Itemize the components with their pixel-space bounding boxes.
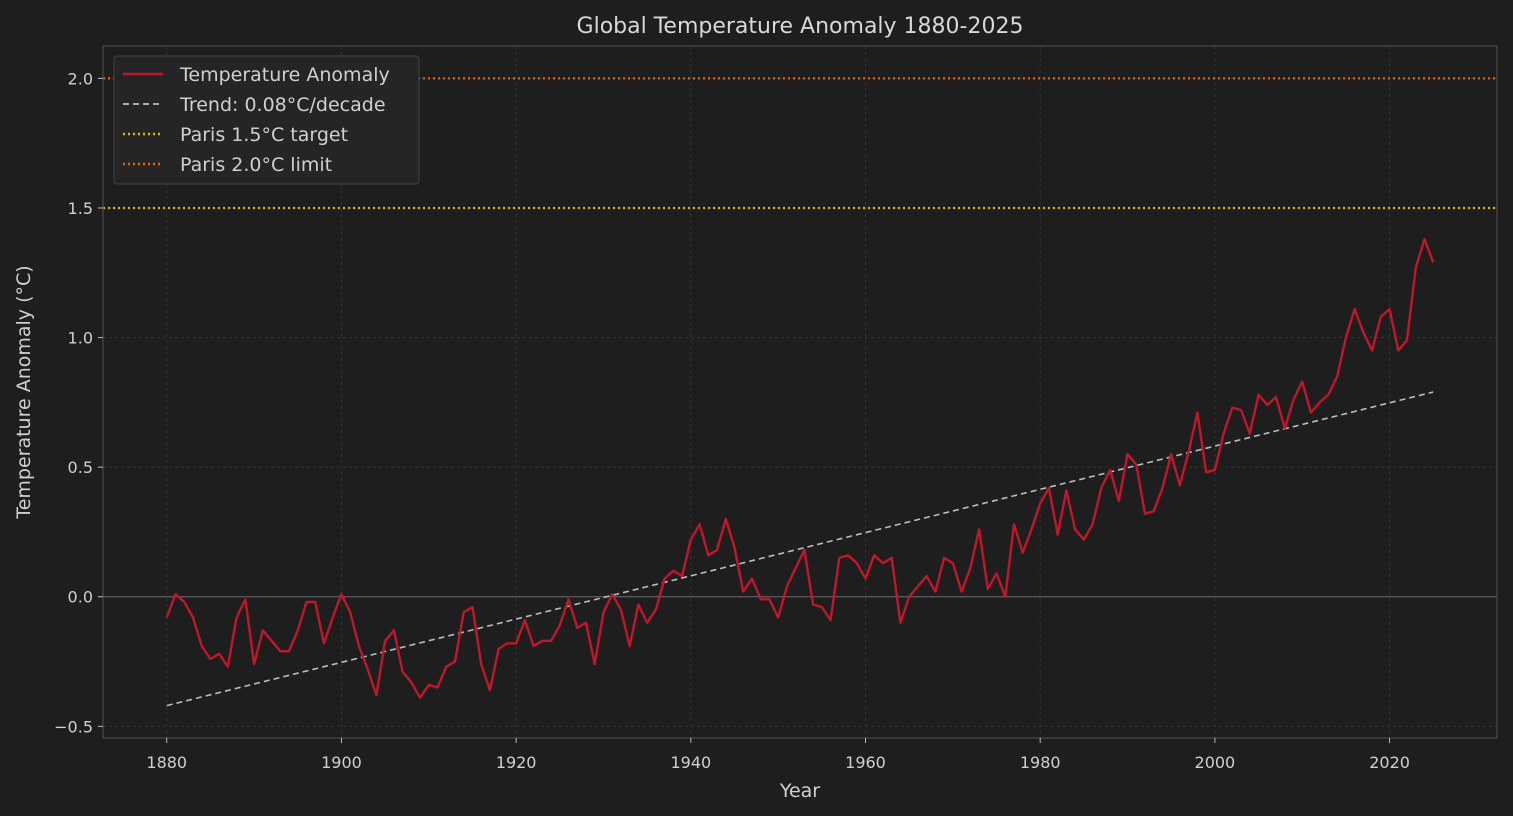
x-tick-label-2000: 2000 — [1195, 753, 1236, 772]
x-axis-title: Year — [779, 780, 820, 802]
legend-label-trend: Trend: 0.08°C/decade — [179, 94, 386, 116]
x-tick-label-1900: 1900 — [321, 753, 362, 772]
legend-box — [113, 55, 420, 185]
x-tick-label-2020: 2020 — [1369, 753, 1410, 772]
legend-label-paris-2-0: Paris 2.0°C limit — [180, 154, 332, 176]
chart-title: Global Temperature Anomaly 1880-2025 — [577, 14, 1024, 39]
legend-label-paris-1-5: Paris 1.5°C target — [180, 124, 348, 146]
y-axis-ticks: −0.5 0.0 0.5 1.0 1.5 2.0 — [54, 69, 103, 736]
y-tick-label-0: −0.5 — [54, 717, 93, 736]
plot-frame — [102, 45, 1498, 739]
series — [165, 237, 1435, 707]
x-tick-label-1980: 1980 — [1020, 753, 1061, 772]
y-tick-label-4: 1.5 — [68, 199, 93, 218]
x-tick-label-1960: 1960 — [845, 753, 886, 772]
trend-line — [166, 391, 1434, 707]
y-axis-title: Temperature Anomaly (°C) — [13, 265, 35, 519]
legend: Temperature Anomaly Trend: 0.08°C/decade… — [113, 55, 420, 185]
temperature-anomaly-line — [165, 237, 1435, 699]
y-tick-label-1: 0.0 — [68, 588, 93, 607]
x-tick-label-1940: 1940 — [670, 753, 711, 772]
reference-lines — [103, 77, 1497, 598]
y-tick-label-5: 2.0 — [68, 69, 93, 88]
y-tick-label-3: 1.0 — [68, 329, 93, 348]
x-tick-label-1880: 1880 — [146, 753, 187, 772]
x-tick-label-1920: 1920 — [496, 753, 537, 772]
y-tick-label-2: 0.5 — [68, 458, 93, 477]
legend-label-temperature-anomaly: Temperature Anomaly — [179, 64, 390, 86]
x-axis-ticks: 1880 1900 1920 1940 1960 1980 2000 2020 — [146, 738, 1410, 772]
